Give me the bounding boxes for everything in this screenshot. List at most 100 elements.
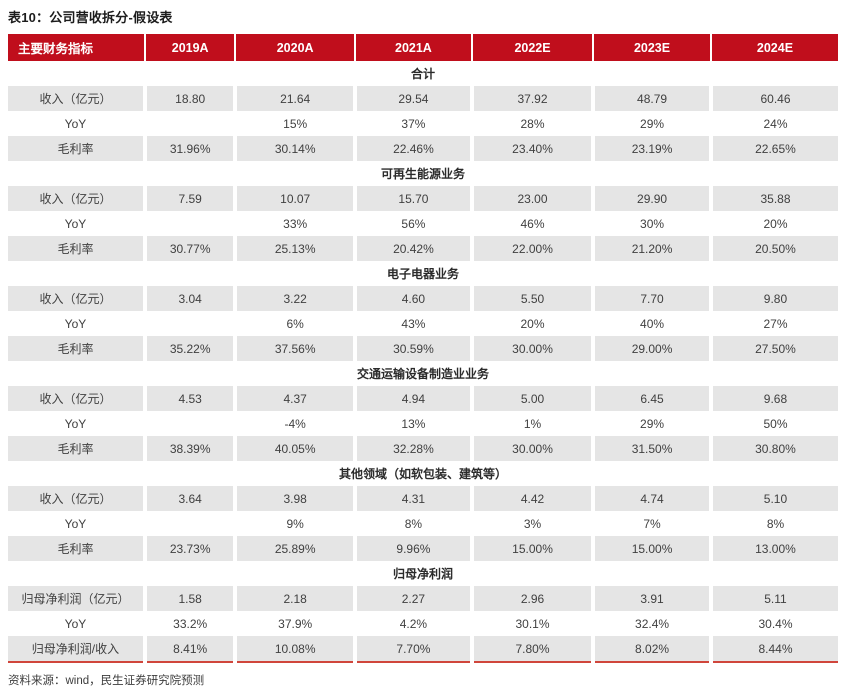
metric-value: 9.80 <box>708 286 838 311</box>
metric-value: -4% <box>233 411 355 436</box>
header-cell-year: 2020A <box>234 34 355 61</box>
metric-value: 8% <box>352 511 472 536</box>
metric-value: 4.74 <box>591 486 711 511</box>
metric-value: 4.60 <box>352 286 472 311</box>
section-title: 电子电器业务 <box>8 261 838 286</box>
metric-value: 15.70 <box>352 186 472 211</box>
metric-value: 32.28% <box>352 436 472 461</box>
metric-value: 29.90 <box>591 186 711 211</box>
metric-value: 3.04 <box>142 286 236 311</box>
metric-label: 收入（亿元） <box>8 386 145 411</box>
metric-value: 30.59% <box>352 336 472 361</box>
header-cell-year: 2021A <box>353 34 472 61</box>
metric-value: 30.77% <box>142 236 236 261</box>
metric-label: YoY <box>64 116 87 131</box>
metric-value: 2.18 <box>233 586 355 611</box>
metric-value: 23.00 <box>469 186 594 211</box>
metric-label: 归母净利润/收入 <box>8 636 145 662</box>
metric-value: 5.00 <box>469 386 594 411</box>
metric-value: 25.13% <box>233 236 355 261</box>
section-title: 其他领域（如软包装、建筑等） <box>8 461 838 486</box>
metric-value: 8.41% <box>142 636 236 662</box>
metric-row: 收入（亿元） 3.64 3.98 4.31 4.42 4.74 5.10 <box>8 486 838 511</box>
metric-value: 4.2% <box>352 611 472 636</box>
metric-value: 31.50% <box>591 436 711 461</box>
section-title: 交通运输设备制造业业务 <box>8 361 838 386</box>
metric-row: YoY -4% 13% 1% 29% 50% <box>8 411 838 436</box>
metric-row: 毛利率 30.77% 25.13% 20.42% 22.00% 21.20% 20.50% <box>8 236 838 261</box>
metric-row: 收入（亿元） 3.04 3.22 4.60 5.50 7.70 9.80 <box>8 286 838 311</box>
metric-value: 27.50% <box>708 336 838 361</box>
metric-value: 4.53 <box>142 386 236 411</box>
header-cell-year: 2024E <box>709 34 838 61</box>
metric-value: 3% <box>469 511 594 536</box>
metric-value: 35.88 <box>708 186 838 211</box>
metric-value: 2.27 <box>352 586 472 611</box>
metric-value: 28% <box>469 111 594 136</box>
metric-label: 毛利率 <box>8 336 145 361</box>
metric-label: 毛利率 <box>8 536 145 561</box>
metric-value: 4.31 <box>352 486 472 511</box>
financial-assumptions-table: 主要财务指标 2019A 2020A 2021A 2022E 2023E 2024E 合计收… <box>8 34 838 663</box>
metric-row: 毛利率 23.73% 25.89% 9.96% 15.00% 15.00% 13.00% <box>8 536 838 561</box>
metric-row: 收入（亿元） 18.80 21.64 29.54 37.92 48.79 60.46 <box>8 86 838 111</box>
metric-value: 37.56% <box>233 336 355 361</box>
metric-value: 1% <box>469 411 594 436</box>
metric-value: 3.98 <box>233 486 355 511</box>
table-title: 表10：公司营收拆分-假设表 <box>8 10 173 25</box>
metric-value: 46% <box>469 211 594 236</box>
metric-value: 30.4% <box>708 611 838 636</box>
metric-value: 25.89% <box>233 536 355 561</box>
metric-value: 20.50% <box>708 236 838 261</box>
metric-row: YoY 9% 8% 3% 7% 8% <box>8 511 838 536</box>
metric-value: 10.07 <box>233 186 355 211</box>
metric-row: 毛利率 31.96% 30.14% 22.46% 23.40% 23.19% 22.65% <box>8 136 838 161</box>
header-cell-year: 2023E <box>592 34 711 61</box>
metric-row: 收入（亿元） 4.53 4.37 4.94 5.00 6.45 9.68 <box>8 386 838 411</box>
metric-value: 35.22% <box>142 336 236 361</box>
metric-label: 收入（亿元） <box>8 486 145 511</box>
metric-value: 37.92 <box>469 86 594 111</box>
metric-value <box>142 311 236 336</box>
metric-value: 30.14% <box>233 136 355 161</box>
metric-value <box>142 411 236 436</box>
metric-value: 5.10 <box>708 486 838 511</box>
metric-value: 7.70% <box>352 636 472 662</box>
metric-value: 15.00% <box>469 536 594 561</box>
metric-value: 20.42% <box>352 236 472 261</box>
metric-label: YoY <box>64 416 87 431</box>
table-body: 合计 收入（亿元） 18.80 21.64 29.54 37.92 48.79 60.46 Yo… <box>8 61 838 662</box>
header-cell-metric-name: 主要财务指标 <box>8 34 145 61</box>
metric-label: 归母净利润（亿元） <box>8 586 145 611</box>
metric-row: 毛利率 38.39% 40.05% 32.28% 30.00% 31.50% 30.80% <box>8 436 838 461</box>
metric-row: YoY 15% 37% 28% 29% 24% <box>8 111 838 136</box>
metric-value: 7.70 <box>591 286 711 311</box>
section-header-row: 其他领域（如软包装、建筑等） <box>8 461 838 486</box>
metric-row: 归母净利润/收入 8.41% 10.08% 7.70% 7.80% 8.02% 8.44% <box>8 636 838 662</box>
metric-value: 13% <box>352 411 472 436</box>
metric-value: 3.64 <box>142 486 236 511</box>
metric-row: YoY 6% 43% 20% 40% 27% <box>8 311 838 336</box>
metric-value: 27% <box>708 311 838 336</box>
section-title: 归母净利润 <box>8 561 838 586</box>
metric-row: 收入（亿元） 7.59 10.07 15.70 23.00 29.90 35.88 <box>8 186 838 211</box>
metric-value: 6% <box>233 311 355 336</box>
metric-value: 4.42 <box>469 486 594 511</box>
metric-value: 22.00% <box>469 236 594 261</box>
section-header-row: 交通运输设备制造业业务 <box>8 361 838 386</box>
metric-value: 4.37 <box>233 386 355 411</box>
metric-row: 毛利率 35.22% 37.56% 30.59% 30.00% 29.00% 27.50% <box>8 336 838 361</box>
metric-label: 收入（亿元） <box>8 186 145 211</box>
metric-value: 33% <box>233 211 355 236</box>
metric-value: 29.54 <box>352 86 472 111</box>
metric-value: 30.1% <box>469 611 594 636</box>
section-header-row: 电子电器业务 <box>8 261 838 286</box>
metric-value <box>142 111 236 136</box>
metric-label: 毛利率 <box>8 436 145 461</box>
metric-value: 7.80% <box>469 636 594 662</box>
metric-value: 22.65% <box>708 136 838 161</box>
metric-value: 21.64 <box>233 86 355 111</box>
metric-value: 30% <box>591 211 711 236</box>
metric-value: 1.58 <box>142 586 236 611</box>
